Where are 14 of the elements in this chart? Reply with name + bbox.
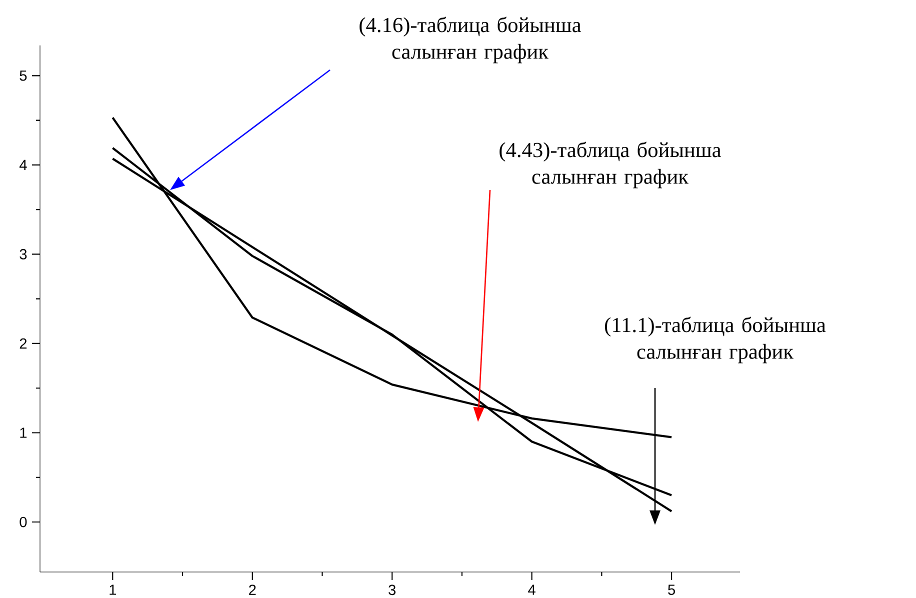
- x-tick-label: 2: [249, 584, 256, 595]
- x-tick-label: 1: [110, 584, 116, 595]
- x-tick-label: 3: [388, 584, 396, 596]
- y-tick-label: 4: [19, 160, 27, 170]
- y-tick-label: 1: [20, 428, 27, 438]
- y-tick-label: 3: [20, 249, 27, 260]
- y-tick-label: 0: [20, 516, 27, 528]
- y-tick-label: 2: [20, 338, 27, 349]
- x-tick-label: 5: [668, 584, 675, 595]
- annotation: (11.1)-таблица бойынша салынған график: [605, 316, 826, 364]
- annotation: (4.43)-таблица бойынша салынған график: [500, 142, 722, 188]
- x-tick-label: 4: [528, 584, 536, 595]
- annotation: (4.16)-таблица бойынша салынған график: [360, 16, 582, 64]
- y-tick-label: 5: [20, 70, 27, 81]
